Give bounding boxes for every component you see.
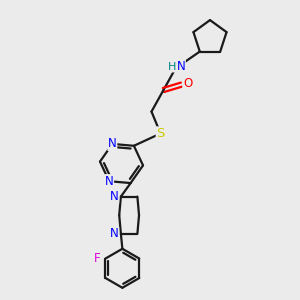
- Text: N: N: [105, 175, 113, 188]
- Text: S: S: [156, 127, 165, 140]
- Text: N: N: [176, 60, 185, 74]
- Text: O: O: [183, 76, 192, 90]
- Text: N: N: [108, 137, 117, 150]
- Text: N: N: [110, 227, 119, 240]
- Text: H: H: [168, 62, 176, 72]
- Text: F: F: [94, 252, 101, 265]
- Text: N: N: [110, 190, 119, 203]
